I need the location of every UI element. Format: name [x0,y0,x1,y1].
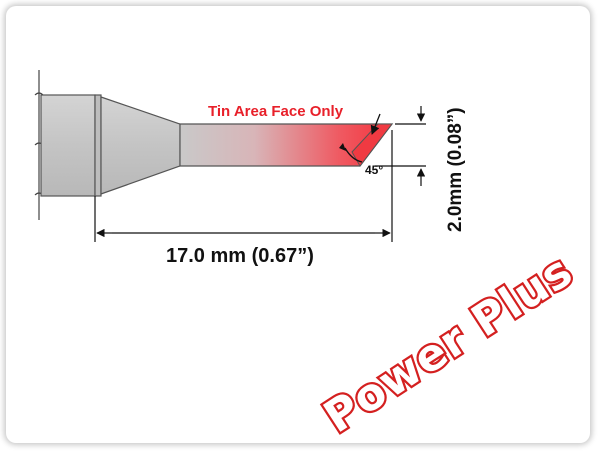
tin-pointer [370,113,381,135]
brand-watermark: Power Plus [315,245,582,443]
length-dimension [94,130,393,242]
diagram-panel [6,6,590,443]
angle-label: 45° [365,163,383,177]
break-lines [34,70,44,220]
shank-body [40,94,96,197]
angle-arc [344,147,363,163]
width-dimension [375,106,426,186]
angle-arc-arrowhead [339,143,346,151]
shank-collar [94,94,102,197]
length-label: 17.0 mm (0.67”) [166,245,314,267]
tin-area-label: Tin Area Face Only [208,103,344,120]
tip-bevel-face [351,123,394,167]
width-label: 2.0mm (0.08”) [445,107,466,232]
tip-taper [100,96,181,195]
